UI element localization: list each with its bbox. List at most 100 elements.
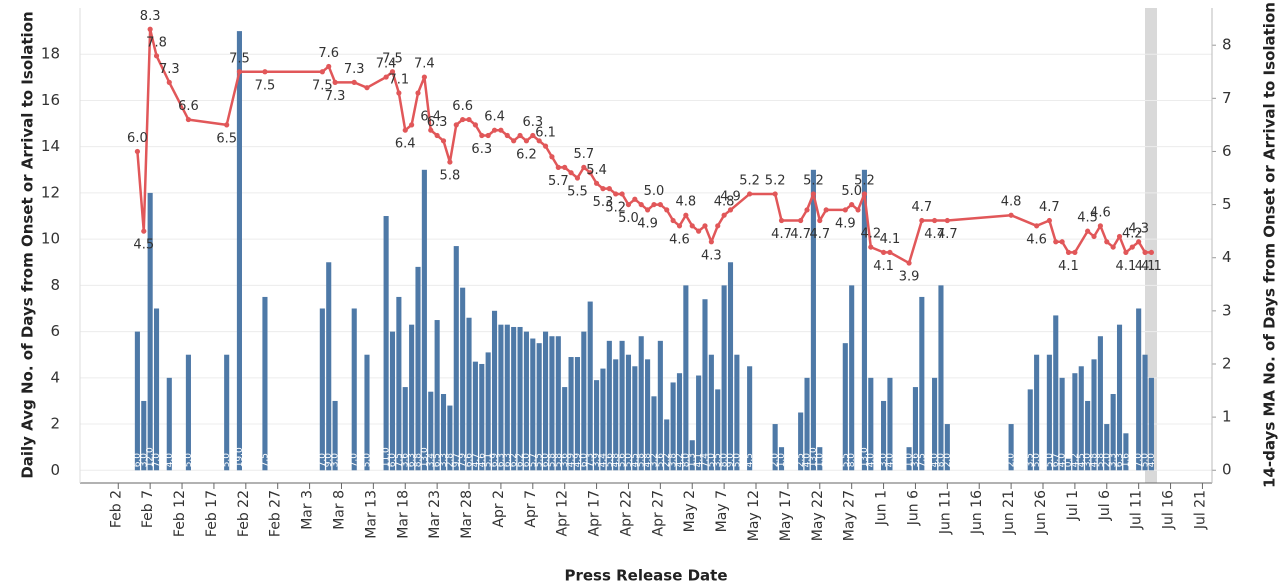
bar <box>166 377 172 471</box>
bar-label: 3.5 <box>1026 453 1036 467</box>
line-point <box>364 85 370 91</box>
bar <box>523 331 529 471</box>
line-label: 4.9 <box>720 189 741 204</box>
line-point <box>747 191 753 197</box>
bar <box>1123 433 1129 471</box>
bar <box>389 331 396 471</box>
line-label: 4.3 <box>1128 221 1149 236</box>
bar-label: 5.0 <box>1045 453 1055 468</box>
bar <box>364 354 370 471</box>
y-tick-label: 18 <box>41 45 60 63</box>
bar-label: 5.8 <box>554 453 564 468</box>
line-label: 6.0 <box>127 131 148 146</box>
bar-label: 13.0 <box>420 447 430 467</box>
line-label: 6.4 <box>395 137 416 152</box>
bar <box>881 400 887 471</box>
line-label: 7.6 <box>318 46 339 61</box>
line-point <box>619 191 625 197</box>
bar <box>415 266 421 471</box>
line-point <box>1008 212 1014 218</box>
line-point <box>415 90 421 96</box>
line-point <box>708 239 714 245</box>
bar <box>778 447 785 471</box>
bar <box>574 357 580 471</box>
line-label: 7.3 <box>325 89 346 104</box>
bar <box>1142 354 1148 471</box>
line-point <box>810 191 817 197</box>
bar-label: 5.8 <box>637 453 647 468</box>
bar-label: 4.0 <box>1147 453 1157 468</box>
bar-label: 7.4 <box>700 453 710 468</box>
bar-label: 1.0 <box>815 453 825 468</box>
bar <box>1110 394 1116 471</box>
bar-label: 2.5 <box>796 453 806 467</box>
y-tick-label: 6 <box>50 322 60 340</box>
x-tick-label: May 12 <box>746 490 762 541</box>
line-point <box>555 164 561 170</box>
bar-label: 8.0 <box>720 453 730 468</box>
bar <box>613 359 619 471</box>
bar-label: 7.0 <box>318 453 328 468</box>
line-label: 6.3 <box>522 115 543 130</box>
line-point <box>153 53 160 59</box>
line-label: 4.6 <box>669 232 690 247</box>
line-label: 4.7 <box>771 227 792 242</box>
x-axis-title: Press Release Date <box>564 567 727 585</box>
bar <box>485 352 491 471</box>
x-tick-label: Jun 1 <box>874 490 890 526</box>
bar <box>868 377 874 471</box>
bar <box>517 326 523 471</box>
bar <box>772 424 778 471</box>
line-point <box>389 69 396 75</box>
line-label: 8.3 <box>140 9 161 24</box>
bar-label: 6.3 <box>407 453 417 467</box>
line-label: 6.4 <box>420 110 441 125</box>
bar-label: 5.6 <box>656 453 666 468</box>
line-point <box>721 212 727 218</box>
line-point <box>676 223 683 229</box>
bar-label: 2.0 <box>771 453 781 468</box>
x-tick-label: Mar 18 <box>395 490 411 539</box>
line-point <box>625 201 632 208</box>
bar <box>530 338 536 471</box>
highlight-band <box>1145 8 1157 483</box>
bar-label: 4.7 <box>471 453 481 467</box>
bar-label: 2.8 <box>445 453 455 468</box>
line-point <box>351 79 357 85</box>
line-label: 3.9 <box>899 270 920 285</box>
line-point <box>1053 239 1059 245</box>
bar <box>932 377 938 471</box>
bar-label: 3.2 <box>649 453 659 467</box>
y-tick-label: 8 <box>50 276 60 294</box>
bar <box>708 354 714 471</box>
x-tick-label: Mar 23 <box>427 490 443 539</box>
x-tick-label: Apr 17 <box>587 490 603 536</box>
bar-label: 3.5 <box>713 453 723 467</box>
bar-label: 2.2 <box>662 453 672 467</box>
bar <box>581 331 587 471</box>
line-label: 6.6 <box>452 99 473 114</box>
y2-tick-label: 4 <box>1222 248 1232 266</box>
bar <box>466 317 472 471</box>
y-tick-label: 4 <box>50 368 60 386</box>
bar <box>134 331 140 471</box>
line-point <box>523 138 530 144</box>
line-point <box>511 138 517 144</box>
bar-label: 6.9 <box>490 453 500 468</box>
bar-label: 8.0 <box>681 453 691 468</box>
bar-label: 9.0 <box>726 453 736 468</box>
bar <box>702 299 708 471</box>
bar-label: 6.6 <box>465 453 475 468</box>
bar-label: 5.0 <box>1141 453 1151 468</box>
bar-label: 3.8 <box>669 453 679 468</box>
bar-label: 19.0 <box>235 447 245 467</box>
line-point <box>906 260 912 266</box>
line-point <box>447 159 453 165</box>
bar-label: 6.0 <box>388 453 398 468</box>
line-point <box>606 186 612 192</box>
line-label: 5.8 <box>440 169 461 184</box>
bar <box>1148 377 1154 471</box>
bar-label: 4.4 <box>598 453 608 468</box>
bar-label: 7.5 <box>260 453 270 467</box>
line-label: 5.3 <box>593 195 614 210</box>
